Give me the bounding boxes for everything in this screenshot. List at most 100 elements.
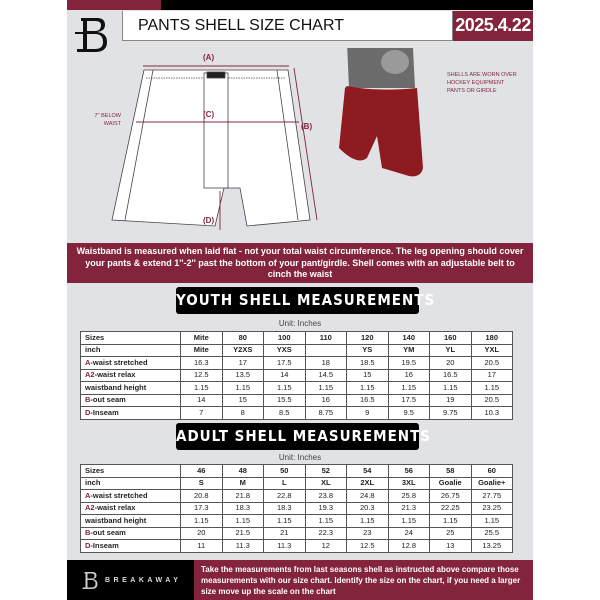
table-cell: 110 <box>304 331 347 345</box>
table-cell: 18.5 <box>346 356 389 370</box>
table-cell: 12.5 <box>346 539 389 553</box>
table-cell: 17.5 <box>263 356 306 370</box>
hockey-pants-photo <box>339 48 423 177</box>
table-cell: YM <box>387 343 430 357</box>
measure-name: -Inseam <box>90 540 119 550</box>
table-cell: 16 <box>304 393 347 407</box>
table-cell: 50 <box>263 464 306 478</box>
footer-logo-icon <box>82 572 98 589</box>
table-cell: 7 <box>180 406 223 420</box>
table-cell: 1.15 <box>387 381 430 395</box>
table-cell: 21.3 <box>387 501 430 515</box>
page-title: PANTS SHELL SIZE CHART <box>122 11 453 41</box>
table-cell: 9 <box>346 406 389 420</box>
table-cell: 9.5 <box>387 406 430 420</box>
table-cell: YXL <box>470 343 513 357</box>
measure-name: -waist relax <box>94 503 136 513</box>
table-cell: 17 <box>221 356 264 370</box>
measure-name: -waist stretched <box>90 490 148 500</box>
row-label: inch <box>80 476 181 490</box>
table-cell: 17.5 <box>387 393 430 407</box>
table-cell: 11 <box>180 539 223 553</box>
table-cell: 48 <box>221 464 264 478</box>
table-cell: 14 <box>180 393 223 407</box>
table-cell: 1.15 <box>180 381 223 395</box>
row-label: D-Inseam <box>80 539 181 553</box>
table-cell: 22.3 <box>304 526 347 540</box>
date-label: 2025.4.22 <box>453 11 533 41</box>
table-cell: 1.15 <box>429 381 472 395</box>
table-cell: 20 <box>180 526 223 540</box>
table-cell: 19.3 <box>304 501 347 515</box>
table-cell: 8.5 <box>263 406 306 420</box>
size-chart-page: PANTS SHELL SIZE CHART 2025.4.22 (A) (C)… <box>67 0 533 600</box>
table-cell: 15 <box>346 368 389 382</box>
table-cell: 1.15 <box>263 514 306 528</box>
table-cell: 20.5 <box>470 393 513 407</box>
table-cell: 1.15 <box>263 381 306 395</box>
measure-name: -out seam <box>90 395 126 405</box>
table-cell: Y2XS <box>221 343 264 357</box>
table-cell: M <box>221 476 264 490</box>
youth-section-title: YOUTH SHELL MEASUREMENTS <box>176 287 434 314</box>
table-cell: 14 <box>263 368 306 382</box>
table-cell: 9.75 <box>429 406 472 420</box>
table-cell: 3XL <box>387 476 430 490</box>
table-cell: 20.8 <box>180 489 223 503</box>
table-cell: 12.8 <box>387 539 430 553</box>
measure-code: B <box>85 528 91 538</box>
top-accent-bar <box>67 0 161 10</box>
table-cell: 18 <box>304 356 347 370</box>
table-cell: 1.15 <box>304 514 347 528</box>
table-cell: 13 <box>429 539 472 553</box>
table-cell: 26.75 <box>429 489 472 503</box>
table-cell: 1.15 <box>470 381 513 395</box>
table-cell: 15 <box>221 393 264 407</box>
measure-lines <box>136 65 318 230</box>
table-cell: 56 <box>387 464 430 478</box>
table-cell: Mite <box>180 331 223 345</box>
table-cell: 52 <box>304 464 347 478</box>
table-row: A-waist stretched 20.8 21.8 22.8 23.8 24.8 25.… <box>80 489 513 503</box>
table-cell: 21.8 <box>221 489 264 503</box>
adult-size-table: Sizes 46 48 50 52 54 56 58 60 inch S M L XL 2XL 3XL Goal… <box>80 464 513 553</box>
measure-code: D <box>85 407 91 417</box>
table-cell: 12 <box>304 539 347 553</box>
table-row: inch Mite Y2XS YXS YS YM YL YXL <box>80 343 513 357</box>
breakaway-logo-icon <box>75 18 107 52</box>
table-cell: Goalie+ <box>470 476 513 490</box>
table-cell: 14.5 <box>304 368 347 382</box>
table-cell: 1.15 <box>346 381 389 395</box>
adult-section-title: ADULT SHELL MEASUREMENTS <box>176 423 430 450</box>
label-b: (B) <box>301 122 313 131</box>
adult-unit-label: Unit: Inches <box>278 453 322 462</box>
table-row: Sizes 46 48 50 52 54 56 58 60 <box>80 464 513 478</box>
table-row: B-out seam 20 21.5 21 22.3 23 24 25 25.5 <box>80 526 513 540</box>
table-cell: 25.5 <box>470 526 513 540</box>
table-cell: 19.5 <box>387 356 430 370</box>
table-row: inch S M L XL 2XL 3XL Goalie Goalie+ <box>80 476 513 490</box>
table-row: waistband height 1.15 1.15 1.15 1.15 1.15 1.15… <box>80 381 513 395</box>
table-cell: 25.8 <box>387 489 430 503</box>
table-cell <box>304 343 347 357</box>
table-cell: 1.15 <box>304 381 347 395</box>
table-cell: 8 <box>221 406 264 420</box>
table-cell: 1.15 <box>180 514 223 528</box>
youth-size-table: Sizes Mite 80 100 110 120 140 160 180 inch Mite Y2X… <box>80 331 513 420</box>
table-cell: 16.3 <box>180 356 223 370</box>
table-cell: 21.5 <box>221 526 264 540</box>
table-cell: YL <box>429 343 472 357</box>
table-cell: 18.3 <box>263 501 306 515</box>
table-cell: 1.15 <box>221 514 264 528</box>
row-label: A-waist stretched <box>80 489 181 503</box>
footer-instructions: Take the measurements from last seasons … <box>194 560 533 600</box>
table-cell: 180 <box>470 331 513 345</box>
label-a: (A) <box>203 53 215 62</box>
table-cell: 20.3 <box>346 501 389 515</box>
brand-name: BREAKAWAY <box>105 577 182 584</box>
measure-name: Sizes <box>85 332 105 342</box>
measure-name: inch <box>85 345 101 355</box>
table-cell: 20 <box>429 356 472 370</box>
table-cell: 46 <box>180 464 223 478</box>
table-cell: YXS <box>263 343 306 357</box>
